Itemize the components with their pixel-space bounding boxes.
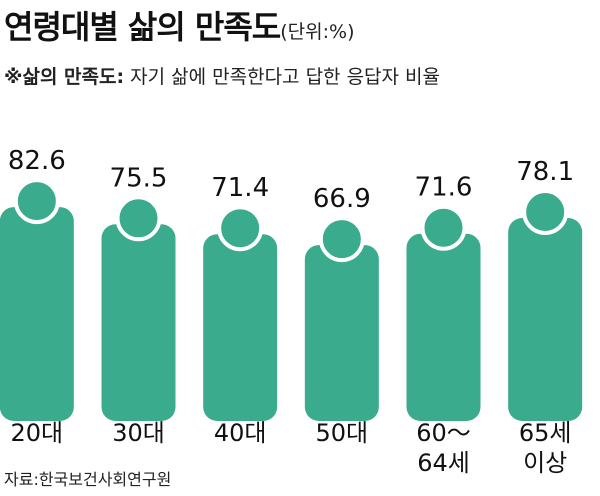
note-text: 자기 삶에 만족한다고 답한 응답자 비율: [130, 66, 441, 88]
x-tick-label: 20대: [10, 419, 64, 447]
value-label: 78.1: [516, 157, 574, 187]
figure-head: [115, 195, 162, 242]
figure-head: [217, 205, 264, 252]
figure-body: [101, 224, 176, 421]
value-label: 66.9: [313, 184, 371, 214]
x-tick-label: 30대: [112, 419, 165, 447]
x-tick-label: 65세 이상: [518, 419, 572, 477]
figure-head: [13, 178, 60, 225]
unit: (단위:%): [280, 21, 355, 43]
x-tick-label: 50대: [315, 419, 369, 447]
figure-head: [318, 216, 365, 263]
value-label: 71.6: [415, 173, 473, 203]
note-label: ※삶의 만족도:: [4, 66, 125, 88]
figure-body: [203, 234, 278, 421]
figure-head: [420, 204, 467, 251]
figure-body: [0, 207, 74, 421]
x-tick-label: 40대: [213, 419, 267, 447]
header: 연령대별 삶의 만족도(단위:%): [4, 2, 355, 48]
note: ※삶의 만족도: 자기 삶에 만족한다고 답한 응답자 비율: [4, 62, 440, 89]
value-label: 82.6: [8, 146, 66, 176]
value-label: 75.5: [110, 163, 168, 193]
figure-body: [508, 217, 583, 421]
figure-body: [304, 245, 379, 421]
figure-head: [522, 188, 569, 235]
source: 자료:한국보건사회연구원: [4, 470, 172, 489]
figure-body: [406, 233, 481, 421]
chart-title: 연령대별 삶의 만족도: [4, 8, 281, 46]
x-tick-label: 60～64세: [416, 419, 471, 477]
value-label: 71.4: [211, 173, 269, 203]
